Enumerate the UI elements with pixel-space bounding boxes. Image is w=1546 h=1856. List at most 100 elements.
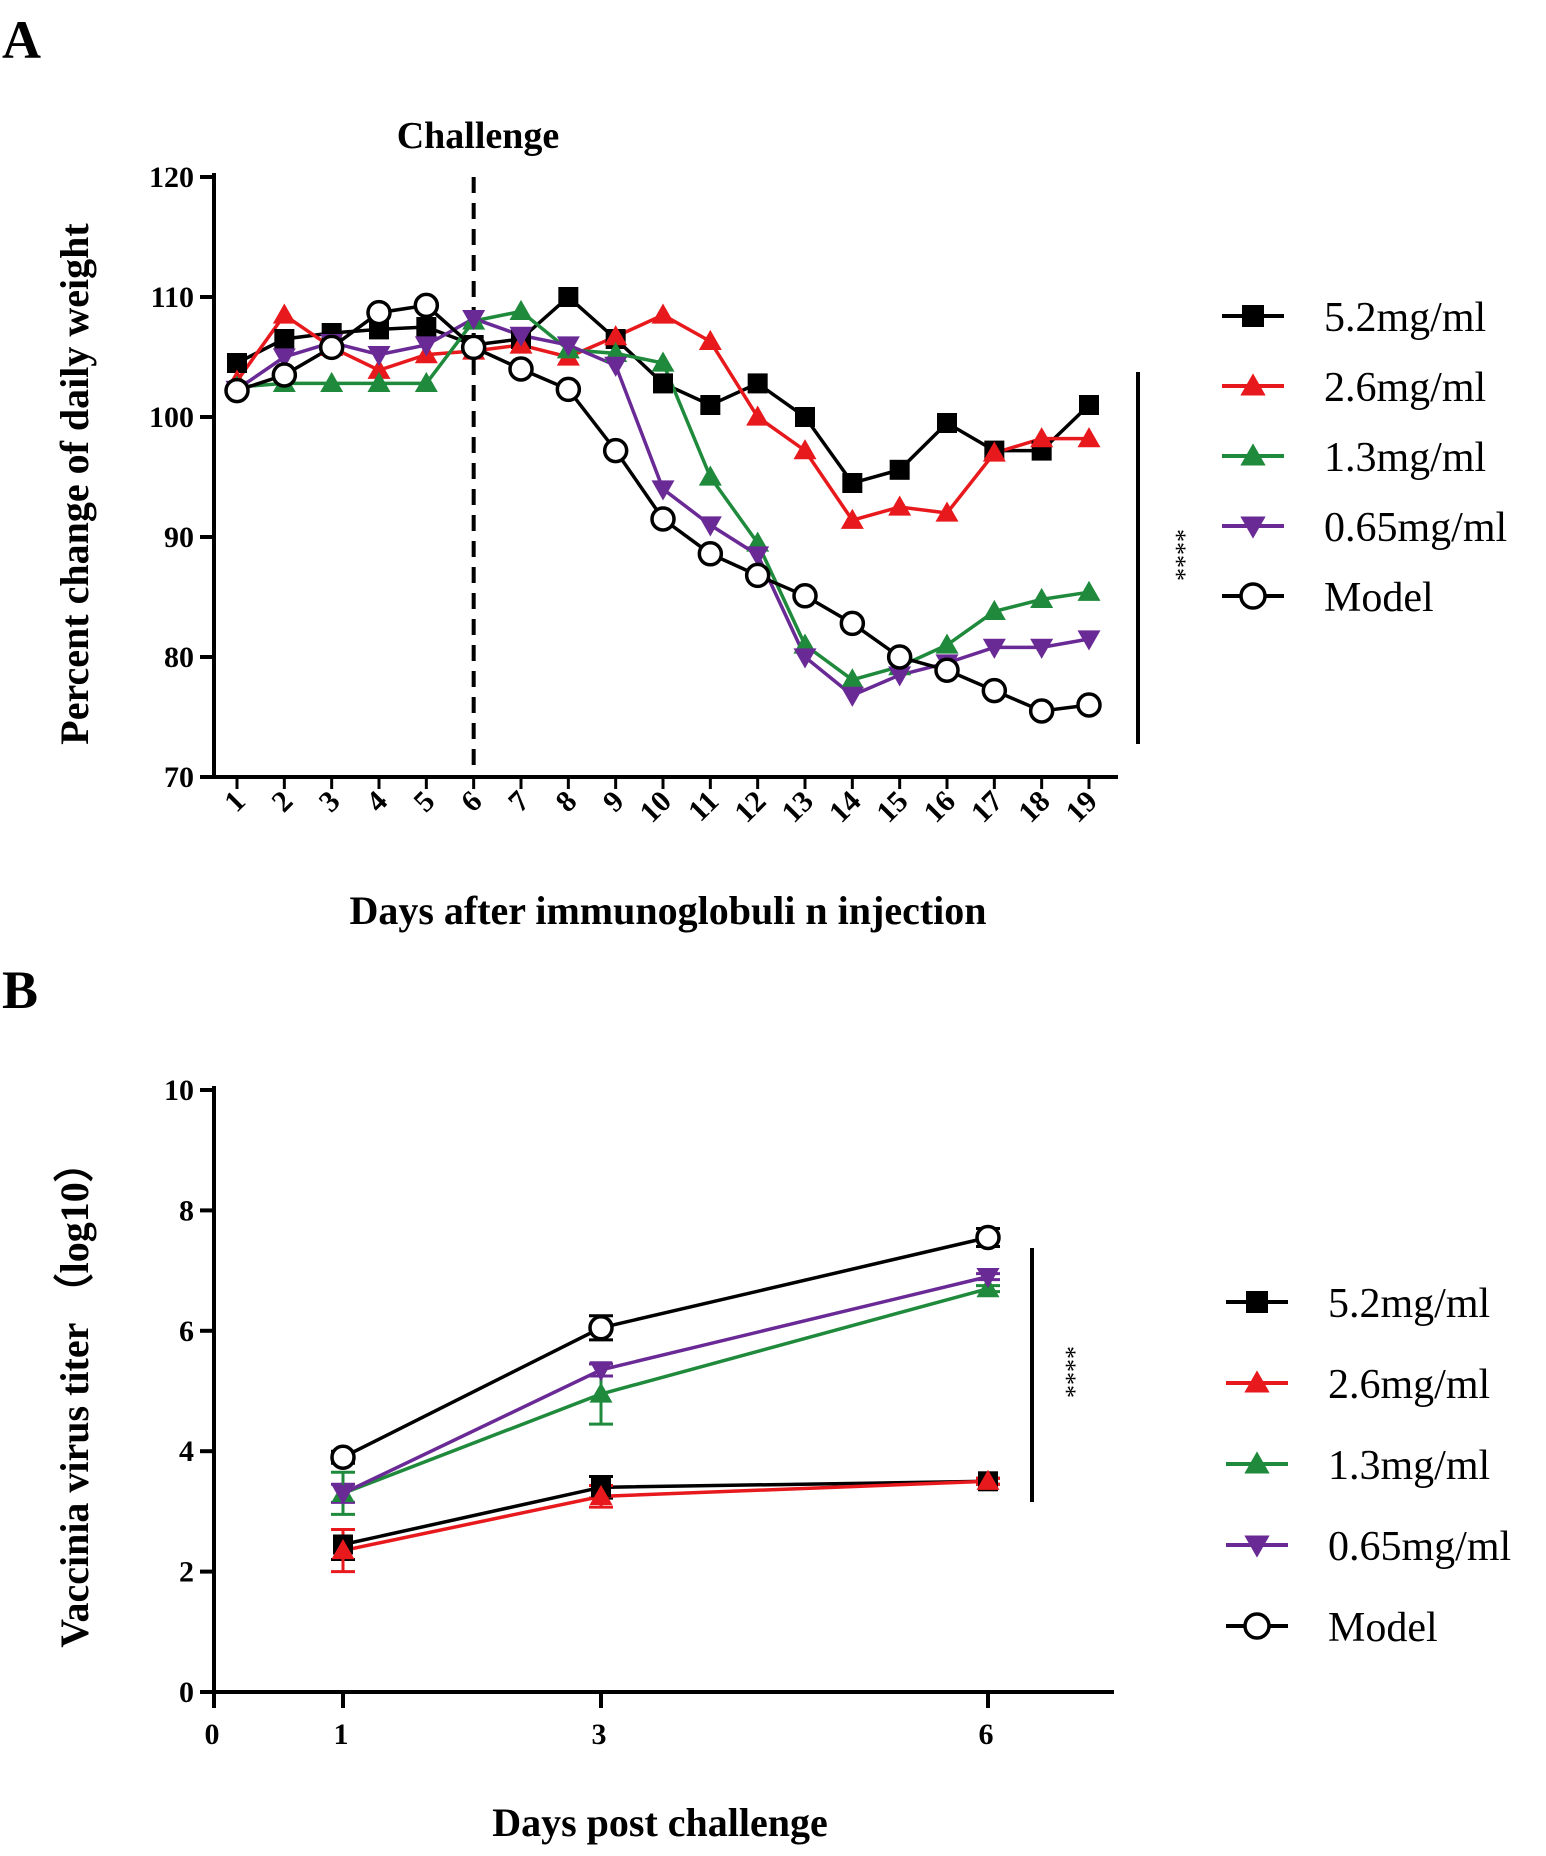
panel-a-xtick-label: 15 <box>870 785 915 830</box>
data-point-model <box>839 610 866 637</box>
data-point-2-6mg-ml <box>1030 427 1054 448</box>
series-line-model <box>342 1235 989 1459</box>
legend-marker-0-65mg-ml <box>1240 516 1266 539</box>
data-point-model <box>650 506 676 532</box>
panel-a-xtick-label: 12 <box>728 785 773 830</box>
panel-b-label: B <box>2 960 38 1020</box>
data-point-model <box>602 437 629 464</box>
data-point-1-3mg-ml <box>698 465 722 486</box>
panel-b-ylabel: Vaccinia virus titer （log10） <box>52 1142 97 1648</box>
data-point-model <box>697 541 724 567</box>
panel-a-xtick-label: 6 <box>455 785 489 819</box>
legend-label-5-2mg-ml: 5.2mg/ml <box>1324 295 1486 341</box>
data-point-model <box>224 377 250 404</box>
data-point-0-65mg-ml <box>698 516 722 537</box>
data-point-2-6mg-ml <box>840 508 864 529</box>
panel-a-ytick-label: 100 <box>149 401 194 434</box>
data-point-2-6mg-ml <box>331 1539 355 1560</box>
data-point-model <box>886 644 913 670</box>
series-line-5-2mg-ml <box>342 1479 989 1547</box>
series-line-0-65mg-ml <box>342 1274 989 1495</box>
legend-label-0-65mg-ml: 0.65mg/ml <box>1328 1524 1511 1570</box>
data-point-model <box>1076 692 1102 718</box>
data-point-2-6mg-ml <box>698 329 722 351</box>
panel-a-xtick-label: 13 <box>775 785 820 830</box>
legend-label-model: Model <box>1328 1605 1438 1651</box>
panel-b-ytick-label: 8 <box>179 1194 194 1227</box>
legend-marker-2-6mg-ml <box>1240 373 1266 396</box>
panel-a-xtick-label: 10 <box>633 785 678 830</box>
data-point-model <box>330 1444 356 1470</box>
data-point-1-3mg-ml <box>320 371 344 393</box>
panel-a-xtick-label: 8 <box>549 785 583 819</box>
data-point-0-65mg-ml <box>976 1267 1000 1289</box>
panel-a-xtick-label: 14 <box>823 785 868 830</box>
data-point-1-3mg-ml <box>414 371 438 393</box>
data-point-model <box>981 677 1008 704</box>
data-point-0-65mg-ml <box>1077 630 1101 651</box>
data-point-5-2mg-ml <box>937 413 957 433</box>
panel-a-xtick-label: 17 <box>965 785 1010 830</box>
panel-a-xtick-label: 4 <box>360 785 394 819</box>
data-point-5-2mg-ml <box>747 373 768 394</box>
data-point-0-65mg-ml <box>888 666 912 687</box>
data-point-0-65mg-ml <box>604 356 628 377</box>
panel-b-xtick-label: 3 <box>592 1718 607 1751</box>
data-point-model <box>792 583 818 609</box>
panel-b-xtick-label: 1 <box>334 1718 349 1751</box>
data-point-5-2mg-ml <box>653 373 673 394</box>
data-point-model <box>318 334 345 361</box>
data-point-0-65mg-ml <box>746 546 770 567</box>
data-point-1-3mg-ml <box>1030 587 1054 609</box>
data-point-1-3mg-ml <box>367 371 391 393</box>
data-point-2-6mg-ml <box>367 358 391 379</box>
panel-b-legend: 5.2mg/ml 2.6mg/ml 1.3mg/ml 0.65mg/ml Model <box>1226 1281 1511 1651</box>
data-point-model <box>588 1315 614 1341</box>
panel-a-legend: 5.2mg/ml 2.6mg/ml 1.3mg/ml 0.65mg/ml Model <box>1222 295 1507 621</box>
panel-b-ytick-label: 2 <box>179 1556 194 1589</box>
data-point-2-6mg-ml <box>982 441 1006 462</box>
panel-b-xtick-label: 6 <box>979 1718 994 1751</box>
data-point-model <box>1028 698 1055 724</box>
panel-a-ytick-label: 90 <box>164 521 194 554</box>
panel-b-xtick-label: 0 <box>205 1718 220 1751</box>
data-point-5-2mg-ml <box>700 395 721 415</box>
panel-a-xtick-label: 2 <box>265 785 299 819</box>
legend-label-1-3mg-ml: 1.3mg/ml <box>1328 1443 1490 1489</box>
data-point-2-6mg-ml <box>976 1469 1000 1490</box>
panel-a-label: A <box>2 10 41 70</box>
data-point-0-65mg-ml <box>272 348 296 369</box>
data-point-1-3mg-ml <box>935 633 959 654</box>
panel-b-ytick-label: 0 <box>179 1676 194 1709</box>
data-point-5-2mg-ml <box>558 287 579 307</box>
legend-label-5-2mg-ml: 5.2mg/ml <box>1328 1281 1490 1327</box>
data-point-2-6mg-ml <box>604 325 628 346</box>
data-point-2-6mg-ml <box>1077 427 1101 448</box>
series-line-2-6mg-ml <box>342 1479 989 1553</box>
data-point-5-2mg-ml <box>842 473 863 493</box>
data-point-0-65mg-ml <box>589 1361 613 1382</box>
legend-marker-5-2mg-ml <box>1242 305 1264 327</box>
data-point-0-65mg-ml <box>840 686 864 707</box>
panel-a-xtick-label: 1 <box>218 785 252 819</box>
data-point-1-3mg-ml <box>651 351 675 372</box>
data-point-0-65mg-ml <box>651 480 675 501</box>
panel-a-significance-stars: **** <box>1162 529 1191 581</box>
legend-label-1-3mg-ml: 1.3mg/ml <box>1324 435 1486 481</box>
panel-a-xtick-label: 7 <box>502 785 536 819</box>
data-point-2-6mg-ml <box>793 439 817 460</box>
data-point-5-2mg-ml <box>227 353 247 373</box>
panel-a-xtick-label: 11 <box>682 785 725 828</box>
panel-b-plot: 0 2 4 6 8 10 0 1 3 6 **** <box>164 1074 1114 1751</box>
data-point-0-65mg-ml <box>462 309 486 331</box>
data-point-2-6mg-ml <box>272 303 296 324</box>
data-point-2-6mg-ml <box>746 405 770 426</box>
data-point-5-2mg-ml <box>416 317 437 337</box>
panel-a-xtick-label: 3 <box>313 785 347 819</box>
panel-a-ytick-label: 120 <box>149 161 194 194</box>
data-point-5-2mg-ml <box>889 459 910 480</box>
legend-label-2-6mg-ml: 2.6mg/ml <box>1324 365 1486 411</box>
data-point-5-2mg-ml <box>274 329 295 349</box>
data-point-0-65mg-ml <box>331 1484 355 1505</box>
